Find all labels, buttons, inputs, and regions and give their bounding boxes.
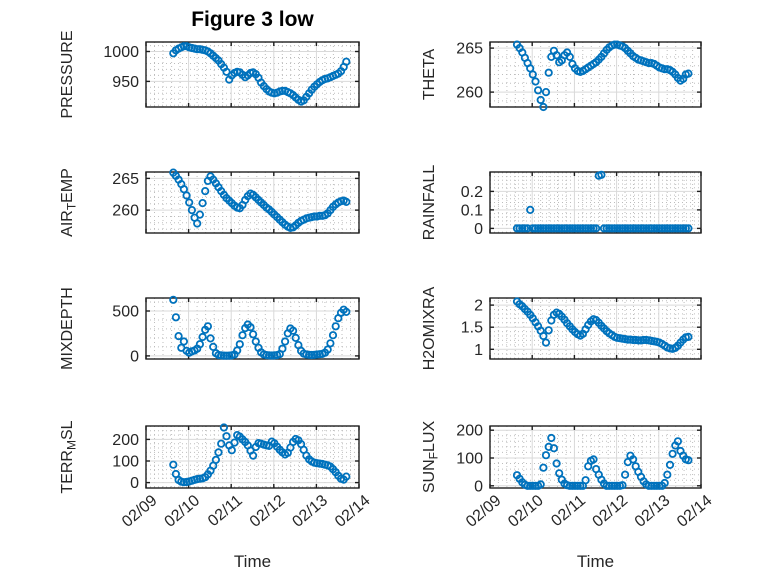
x-tick-label: 02/10 xyxy=(505,492,547,531)
subplot-AIR_TEMP: 260 265 AIRTEMP xyxy=(59,168,360,237)
y-tick-label: 200 xyxy=(112,432,139,449)
x-tick-label: 02/13 xyxy=(632,492,674,531)
series-THETA xyxy=(512,40,693,112)
x-tick-label: 02/12 xyxy=(590,492,632,531)
y-tick-label: 0 xyxy=(130,475,139,492)
x-tick-label: 02/11 xyxy=(548,492,589,530)
subplot-H2OMIXRA: 1 1.5 2 H2OMIXRA xyxy=(421,286,702,370)
y-axis-label-SUN_FLUX: SUNFLUX xyxy=(421,421,441,494)
x-axis-label-right: Time xyxy=(576,552,615,571)
y-tick-label: 1.5 xyxy=(461,320,483,337)
y-tick-label: 100 xyxy=(456,451,483,468)
y-tick-label: 0.1 xyxy=(461,202,483,219)
series-PRESSURE xyxy=(169,42,351,106)
y-tick-label: 260 xyxy=(112,203,139,220)
series-AIR_TEMP xyxy=(169,168,351,232)
x-tick-label: 02/09 xyxy=(119,492,161,531)
x-tick-label: 02/11 xyxy=(205,492,246,530)
series-MIXDEPTH xyxy=(169,295,351,360)
y-tick-label: 1000 xyxy=(103,44,139,61)
y-axis-label-RAINFALL: RAINFALL xyxy=(421,165,438,241)
y-tick-label: 265 xyxy=(112,171,139,188)
x-tick-label: 02/14 xyxy=(332,492,374,531)
x-tick-label: 02/13 xyxy=(289,492,331,531)
y-tick-label: 1 xyxy=(474,342,483,359)
y-tick-label: 265 xyxy=(456,41,483,58)
y-axis-label-TERR_MSL: TERRMSL xyxy=(59,420,79,493)
subplot-RAINFALL: 0 0.10.2 RAINFALL xyxy=(421,165,702,241)
series-TERR_MSL xyxy=(169,423,351,487)
y-axis-label-PRESSURE: PRESSURE xyxy=(59,30,76,118)
subplot-THETA: 260 265 THETA xyxy=(421,40,702,112)
x-tick-label: 02/12 xyxy=(247,492,289,531)
y-tick-label: 0 xyxy=(474,478,483,495)
y-axis-label-AIR_TEMP: AIRTEMP xyxy=(59,168,79,237)
y-tick-label: 0 xyxy=(130,348,139,365)
y-tick-label: 2 xyxy=(474,298,483,315)
y-tick-label: 950 xyxy=(112,74,139,91)
subplot-TERR_MSL: 0 100 200 TERRMSL 02/09 02/10 02/11 02/12 02/13 0… xyxy=(59,420,374,530)
x-tick-label: 02/10 xyxy=(162,492,204,531)
subplot-MIXDEPTH: 0 500 MIXDEPTH xyxy=(59,287,360,370)
x-axis-label-left: Time xyxy=(233,552,272,571)
subplot-PRESSURE: 950 1000 PRESSURE xyxy=(59,30,360,119)
y-tick-label: 0.2 xyxy=(461,184,483,201)
y-tick-label: 100 xyxy=(112,454,139,471)
y-tick-label: 0 xyxy=(474,221,483,238)
series-RAINFALL xyxy=(512,170,693,233)
figure-title: Figure 3 low xyxy=(191,8,314,31)
y-tick-label: 260 xyxy=(456,85,483,102)
y-tick-label: 500 xyxy=(112,304,139,321)
y-axis-label-THETA: THETA xyxy=(421,49,438,101)
series-H2OMIXRA xyxy=(512,297,693,353)
series-SUN_FLUX xyxy=(512,433,693,490)
y-tick-label: 200 xyxy=(456,423,483,440)
x-tick-label: 02/09 xyxy=(463,492,505,531)
x-tick-label: 02/14 xyxy=(674,492,716,531)
y-axis-label-MIXDEPTH: MIXDEPTH xyxy=(59,287,76,370)
y-axis-label-H2OMIXRA: H2OMIXRA xyxy=(421,286,438,370)
subplot-SUN_FLUX: 0 100 200 SUNFLUX 02/09 02/10 02/11 02/12 02/13 0… xyxy=(421,421,716,531)
